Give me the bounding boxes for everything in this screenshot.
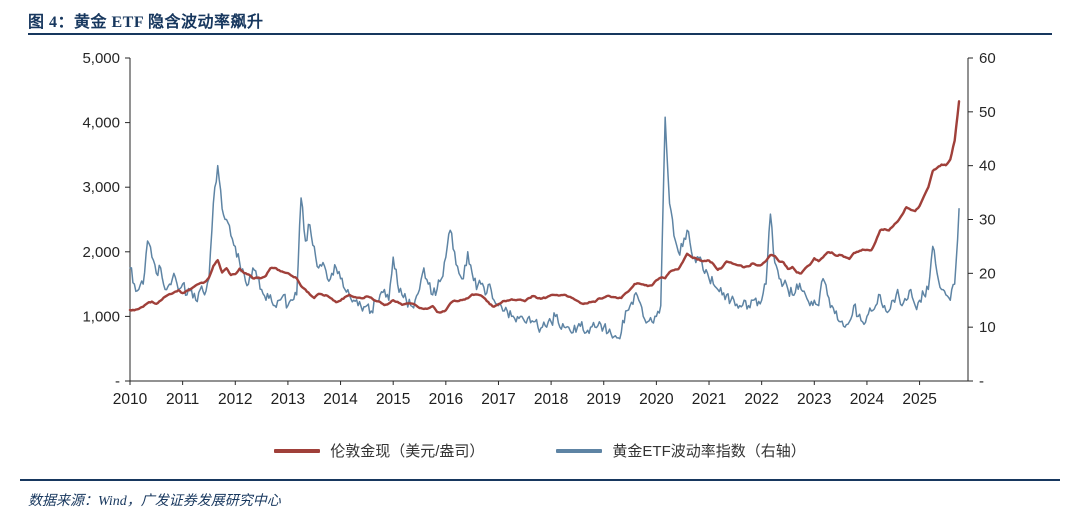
left-axis: - 1,000 2,000 3,000 4,000 5,000 bbox=[82, 50, 130, 390]
title-divider bbox=[28, 33, 1052, 35]
svg-text:2023: 2023 bbox=[797, 391, 831, 408]
svg-text:2019: 2019 bbox=[587, 391, 621, 408]
figure-title: 图 4：黄金 ETF 隐含波动率飙升 bbox=[28, 14, 264, 31]
svg-text:60: 60 bbox=[979, 50, 996, 67]
axes bbox=[129, 58, 969, 382]
svg-text:2011: 2011 bbox=[166, 391, 199, 408]
svg-text:1,000: 1,000 bbox=[82, 308, 120, 325]
svg-text:2016: 2016 bbox=[429, 391, 463, 408]
svg-text:2013: 2013 bbox=[271, 391, 305, 408]
svg-text:5,000: 5,000 bbox=[82, 50, 120, 67]
svg-text:2018: 2018 bbox=[534, 391, 568, 408]
right-axis: - 10 20 30 40 50 60 bbox=[968, 50, 996, 390]
svg-text:2,000: 2,000 bbox=[82, 244, 120, 261]
svg-text:2022: 2022 bbox=[744, 391, 778, 408]
svg-text:2020: 2020 bbox=[639, 391, 674, 408]
svg-text:4,000: 4,000 bbox=[82, 115, 120, 132]
legend-item-gold: 伦敦金现（美元/盎司） bbox=[274, 440, 484, 461]
x-axis: 2010 2011 2012 2013 2014 2015 2016 2017 2018 2019… bbox=[113, 381, 937, 408]
svg-text:10: 10 bbox=[979, 319, 996, 336]
svg-text:2021: 2021 bbox=[692, 391, 726, 408]
footer-divider bbox=[20, 479, 1060, 481]
svg-text:2010: 2010 bbox=[113, 391, 148, 408]
svg-text:-: - bbox=[979, 373, 984, 390]
svg-text:2015: 2015 bbox=[376, 391, 410, 408]
volatility-series-swatch bbox=[556, 448, 603, 453]
volatility-series-label: 黄金ETF波动率指数（右轴） bbox=[612, 443, 806, 460]
svg-text:3,000: 3,000 bbox=[82, 179, 120, 196]
svg-text:2017: 2017 bbox=[481, 391, 515, 408]
gold-price-line bbox=[128, 100, 961, 314]
chart-container: - 1,000 2,000 3,000 4,000 5,000 - 10 20 30 40 50 60 2… bbox=[0, 40, 1080, 420]
svg-text:2012: 2012 bbox=[218, 391, 252, 408]
data-source-note: 数据来源：Wind，广发证券发展研究中心 bbox=[28, 494, 281, 509]
gold-etf-volatility-chart: - 1,000 2,000 3,000 4,000 5,000 - 10 20 30 40 50 60 2… bbox=[82, 50, 996, 408]
svg-text:50: 50 bbox=[979, 104, 996, 121]
svg-text:20: 20 bbox=[979, 265, 996, 282]
svg-text:40: 40 bbox=[979, 158, 996, 175]
gold-series-label: 伦敦金现（美元/盎司） bbox=[330, 443, 485, 460]
svg-text:2014: 2014 bbox=[323, 391, 358, 408]
svg-text:-: - bbox=[115, 373, 120, 390]
svg-text:2024: 2024 bbox=[850, 391, 885, 408]
gold-series-swatch bbox=[274, 448, 321, 453]
legend-item-volatility: 黄金ETF波动率指数（右轴） bbox=[556, 440, 806, 461]
volatility-index-line bbox=[129, 116, 960, 340]
svg-text:2025: 2025 bbox=[902, 391, 936, 408]
svg-text:30: 30 bbox=[979, 212, 996, 229]
chart-legend: 伦敦金现（美元/盎司） 黄金ETF波动率指数（右轴） bbox=[0, 440, 1080, 461]
